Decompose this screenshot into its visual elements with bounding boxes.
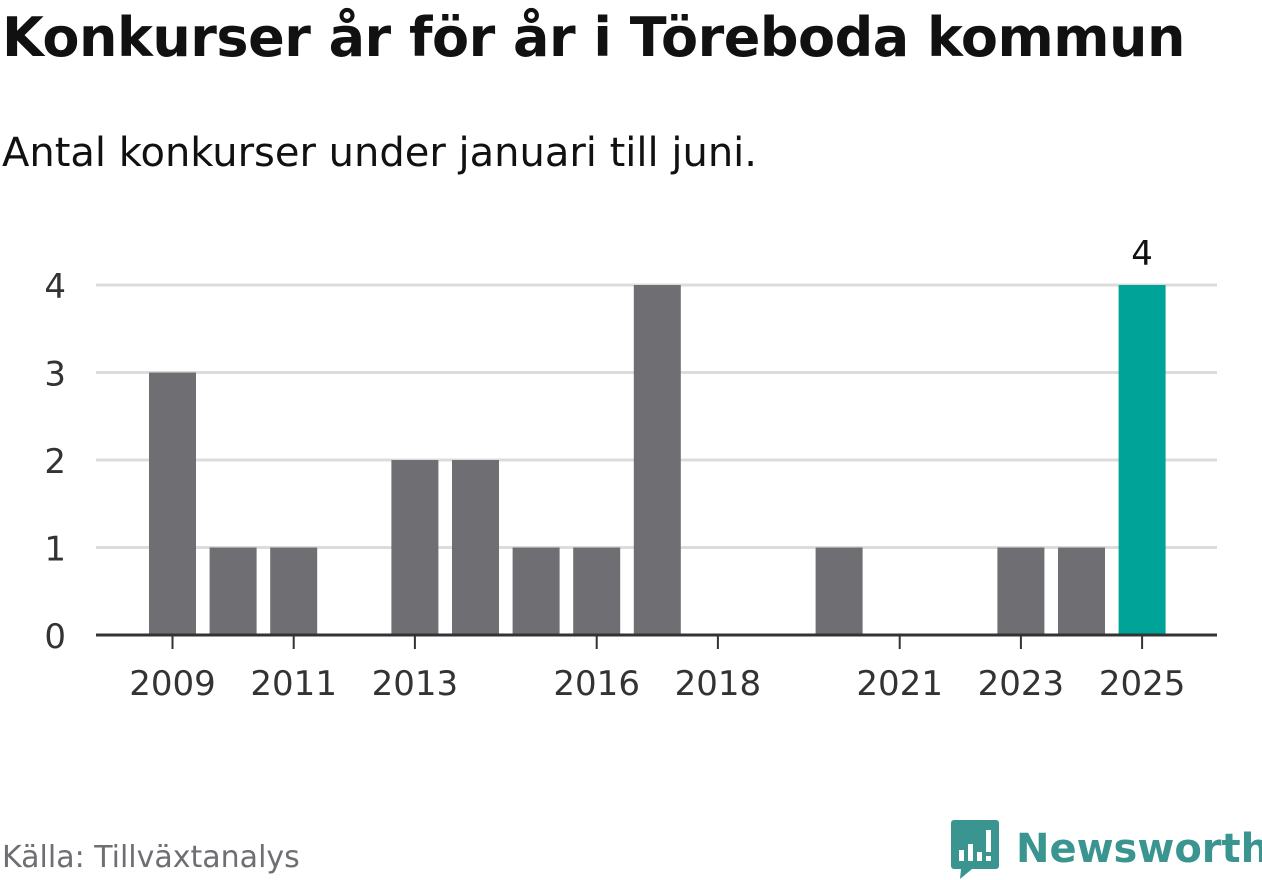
x-tick-label: 2025 [1099,664,1186,704]
x-tick-label: 2013 [372,664,459,704]
brand-name: Newsworthy [1016,826,1262,872]
bar [573,547,621,635]
chart-title: Konkurser år för år i Töreboda kommun [2,6,1185,69]
labels: 0 1 2 3 4 4 2009 2011 2013 2016 2018 2021 2023 2025 [44,234,1185,704]
bar [209,547,257,635]
bar [633,285,681,635]
x-tick-label: 2018 [675,664,762,704]
y-tick-label: 1 [44,530,66,570]
x-tick-label: 2016 [553,664,640,704]
data-label: 4 [1131,234,1153,274]
bar [270,547,318,635]
bar [452,460,499,635]
bar [391,460,439,635]
bar [1058,547,1105,635]
y-tick-label: 3 [44,355,66,395]
bars [149,285,1166,635]
bar-highlight [1118,285,1166,635]
y-tick-label: 2 [44,442,66,482]
source-note: Källa: Tillväxtanalys [2,840,300,875]
bar [512,547,560,635]
y-tick-label: 4 [44,267,66,307]
chart-subtitle: Antal konkurser under januari till juni. [2,130,757,176]
axes [96,633,1217,649]
x-tick-label: 2023 [978,664,1065,704]
brand-logo: Newsworthy [950,818,1262,880]
y-tick-label: 0 [44,617,66,657]
bar [149,372,196,635]
x-tick-label: 2011 [250,664,337,704]
x-tick-label: 2009 [129,664,216,704]
newsworthy-logo-icon [951,820,999,879]
bar [997,547,1045,635]
x-tick-label: 2021 [856,664,943,704]
bar [815,547,863,635]
